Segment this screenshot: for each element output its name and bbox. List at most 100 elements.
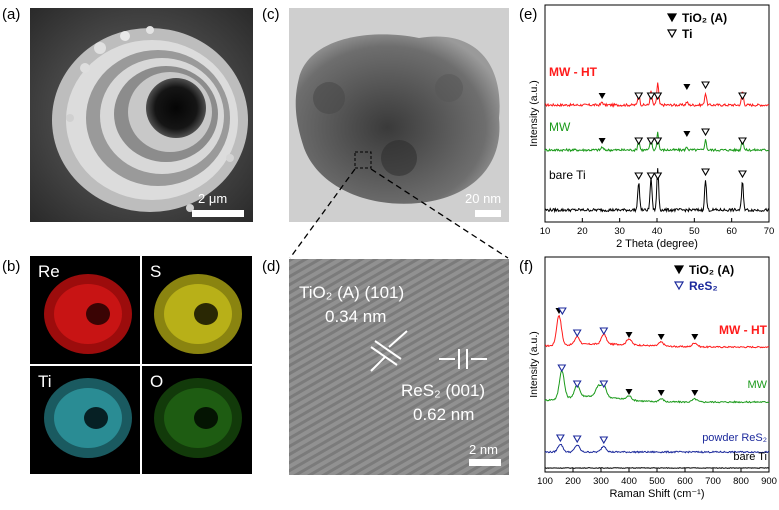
- series-label: bare Ti: [549, 168, 586, 182]
- peak-marker-open: [634, 92, 644, 101]
- peak-marker-open: [572, 435, 582, 444]
- x-tick-label: 300: [593, 476, 609, 487]
- series-label: powder ReS₂: [702, 432, 767, 444]
- legend-label: ReS₂: [689, 279, 718, 293]
- legend-marker: [673, 281, 685, 291]
- legend-marker: [673, 265, 685, 275]
- hrtem-image: TiO₂ (A) (101) 0.34 nm ReS₂ (001) 0.62 n…: [289, 259, 509, 475]
- peak-marker-open: [634, 172, 644, 181]
- peak-marker-open: [653, 92, 663, 101]
- xrd-chart: 10 20 30 40 50 60 70 2 Theta (degree) Intensity …: [528, 4, 775, 250]
- peak-marker-open: [738, 170, 747, 179]
- series-label: bare Ti: [733, 451, 767, 463]
- peak-marker-open: [701, 81, 710, 90]
- series-label: MW: [747, 379, 767, 391]
- peak-marker-open: [557, 364, 567, 373]
- legend-label: Ti: [682, 27, 692, 41]
- legend-marker: [666, 13, 678, 23]
- peak-marker-open: [599, 380, 609, 389]
- peak-marker-open: [555, 434, 565, 443]
- peak-marker-open: [599, 436, 609, 445]
- map-label-re: Re: [38, 262, 60, 281]
- x-tick-label: 700: [705, 476, 721, 487]
- series-label: MW: [549, 120, 571, 134]
- series-label: MW - HT: [549, 65, 598, 79]
- panel-label-d: (d): [262, 258, 281, 275]
- panel-label-c: (c): [262, 6, 280, 23]
- annotation-tio2-spacing: 0.34 nm: [325, 307, 387, 326]
- scalebar-label: 2 nm: [469, 442, 498, 457]
- series-line: [544, 369, 770, 404]
- annotation-tio2: TiO₂ (A) (101): [299, 283, 405, 302]
- sem-tube-drawing: [30, 8, 253, 222]
- scalebar-label: 20 nm: [465, 191, 502, 206]
- series-line: [545, 467, 770, 469]
- annotation-res2-spacing: 0.62 nm: [413, 405, 475, 424]
- peak-marker-filled: [683, 84, 691, 90]
- peak-marker-open: [701, 168, 710, 177]
- x-tick-label: 70: [764, 226, 775, 237]
- x-axis-label: Raman Shift (cm⁻¹): [609, 488, 704, 500]
- x-tick-label: 200: [565, 476, 581, 487]
- legend-marker: [666, 29, 678, 39]
- peak-marker-open: [572, 329, 582, 338]
- x-axis-label: 2 Theta (degree): [616, 238, 698, 250]
- eds-map-s: S: [142, 256, 252, 364]
- peak-marker-open: [646, 137, 656, 146]
- peak-marker-open: [738, 92, 747, 101]
- series-label: MW - HT: [719, 323, 768, 337]
- legend-label: TiO₂ (A): [682, 11, 727, 25]
- x-tick-label: 10: [540, 226, 551, 237]
- scalebar-line: [469, 459, 501, 466]
- peak-marker-open: [646, 172, 656, 181]
- peak-marker-open: [653, 172, 663, 181]
- peak-marker-filled: [657, 334, 665, 340]
- peak-marker-open: [572, 380, 582, 389]
- legend-label: TiO₂ (A): [689, 263, 734, 277]
- x-tick-label: 60: [726, 226, 737, 237]
- peak-marker-filled: [598, 138, 606, 144]
- peak-marker-filled: [683, 131, 691, 137]
- peak-marker-open: [653, 137, 663, 146]
- y-axis-label: Intensity (a.u.): [528, 80, 540, 147]
- series-line: [544, 131, 770, 153]
- x-tick-label: 500: [649, 476, 665, 487]
- panel-label-f: (f): [519, 258, 534, 275]
- scalebar-label: 2 μm: [198, 191, 228, 206]
- peak-marker-open: [701, 128, 710, 137]
- series-line: [544, 443, 770, 454]
- peak-marker-open: [634, 137, 644, 146]
- eds-map-o: O: [142, 366, 252, 474]
- x-tick-label: 50: [689, 226, 700, 237]
- peak-marker-filled: [625, 332, 633, 338]
- series-line: [545, 82, 770, 108]
- peak-marker-open: [557, 307, 567, 316]
- x-tick-label: 30: [614, 226, 625, 237]
- map-label-s: S: [150, 262, 162, 281]
- peak-marker-filled: [657, 390, 665, 396]
- series-line: [544, 168, 769, 214]
- map-label-o: O: [150, 372, 164, 391]
- x-tick-label: 900: [761, 476, 777, 487]
- x-tick-label: 20: [577, 226, 588, 237]
- tem-image: 20 nm: [289, 8, 509, 222]
- x-tick-label: 400: [621, 476, 637, 487]
- scalebar-line: [475, 210, 501, 217]
- x-tick-label: 800: [733, 476, 749, 487]
- peak-marker-open: [738, 137, 747, 146]
- series-line: [544, 314, 770, 349]
- panel-label-a: (a): [2, 6, 21, 23]
- annotation-res2: ReS₂ (001): [401, 381, 486, 400]
- x-tick-label: 100: [537, 476, 553, 487]
- peak-marker-open: [646, 92, 656, 101]
- peak-marker-filled: [625, 389, 633, 395]
- eds-map-ti: Ti: [30, 366, 140, 474]
- sem-image: 2 μm: [30, 8, 253, 222]
- x-tick-label: 40: [652, 226, 663, 237]
- scalebar-line: [192, 210, 244, 217]
- peak-marker-filled: [598, 93, 606, 99]
- peak-marker-open: [599, 327, 609, 336]
- peak-marker-filled: [691, 390, 699, 396]
- zoom-lines: [289, 168, 509, 259]
- peak-marker-filled: [691, 334, 699, 340]
